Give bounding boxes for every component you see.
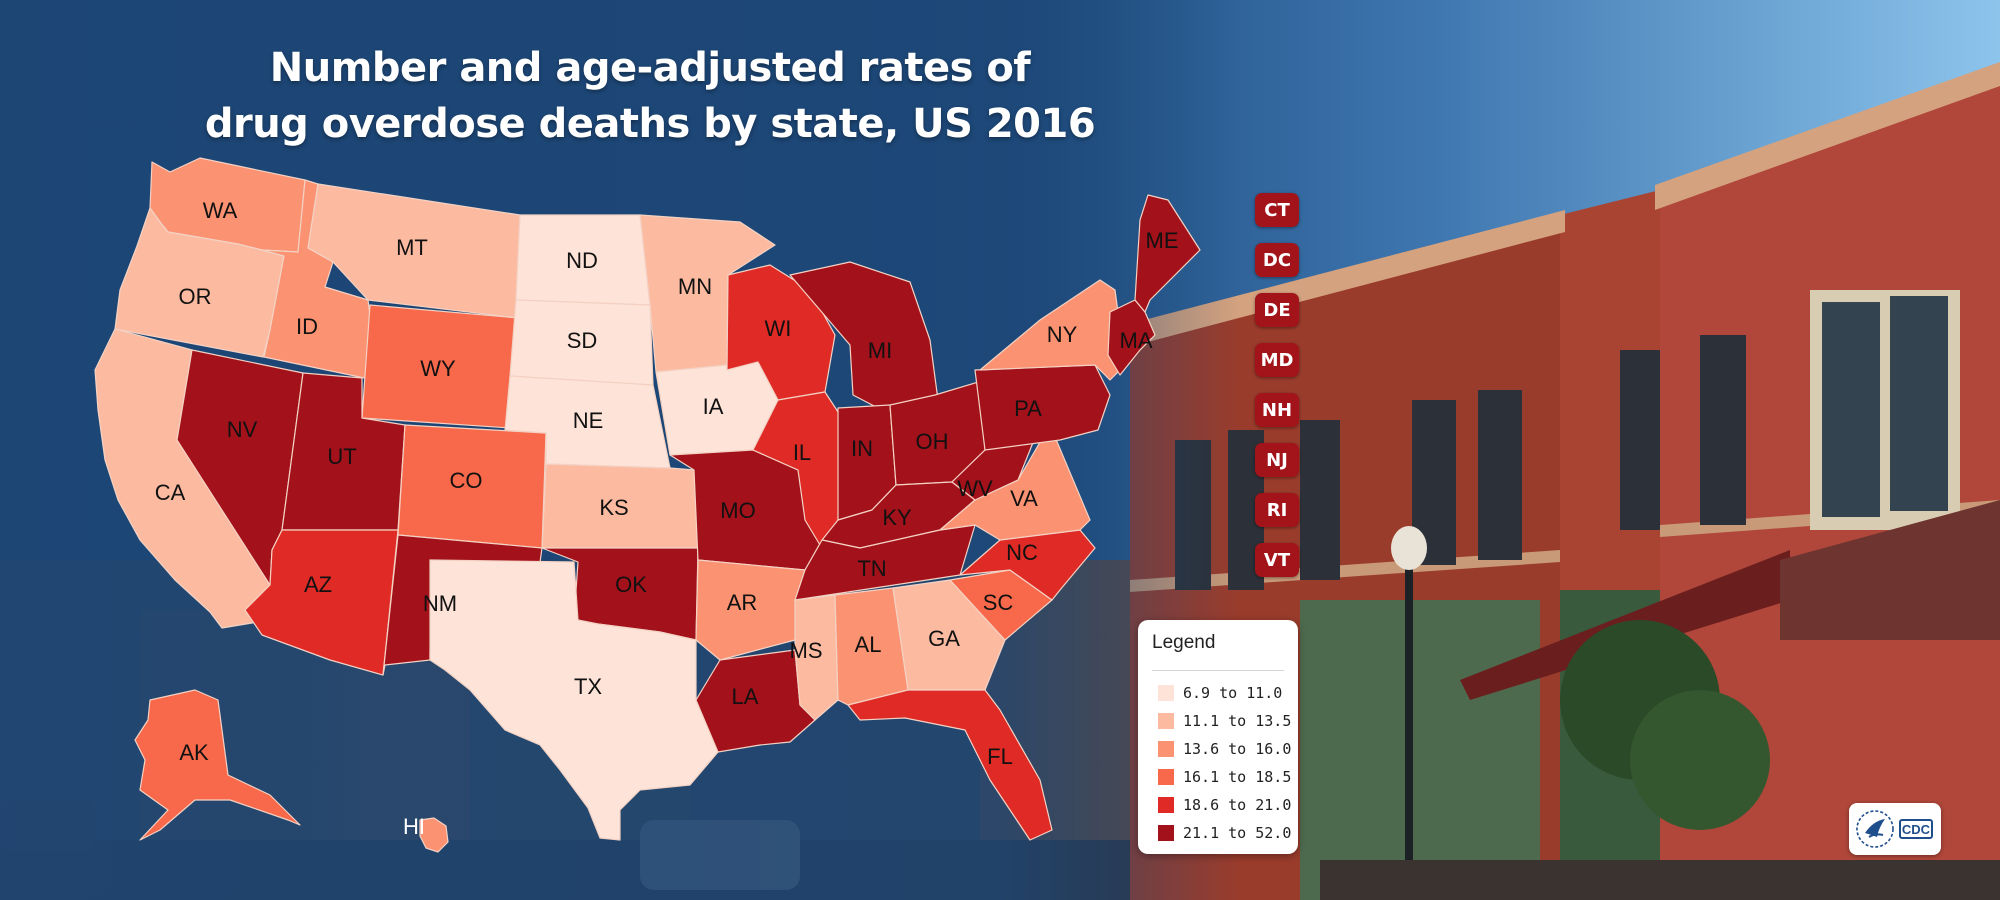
- state-label-HI: HI: [403, 814, 425, 839]
- state-label-CO: CO: [450, 468, 483, 493]
- state-label-WY: WY: [420, 356, 456, 381]
- state-label-NC: NC: [1006, 540, 1038, 565]
- state-FL: [847, 689, 1053, 841]
- state-label-AR: AR: [727, 590, 758, 615]
- state-label-ME: ME: [1146, 228, 1179, 253]
- state-label-IN: IN: [851, 436, 873, 461]
- map-title-line-1: Number and age-adjusted rates of: [269, 45, 1031, 91]
- legend-label: 11.1 to 13.5: [1183, 712, 1292, 730]
- state-label-MI: MI: [868, 338, 892, 363]
- legend-item: 11.1 to 13.5: [1158, 710, 1291, 732]
- state-label-FL: FL: [987, 744, 1013, 769]
- legend-title: Legend: [1152, 632, 1216, 653]
- state-labels: WA OR CA NV ID MT WY UT AZ CO NM ND SD N…: [155, 198, 1179, 839]
- state-label-ID: ID: [296, 314, 318, 339]
- state-label-TN: TN: [857, 556, 886, 581]
- state-AR: [695, 559, 806, 661]
- badge-de: DE: [1255, 293, 1299, 327]
- state-label-WA: WA: [203, 198, 238, 223]
- legend-item: 13.6 to 16.0: [1158, 738, 1291, 760]
- state-label-OR: OR: [179, 284, 212, 309]
- badge-nj: NJ: [1255, 443, 1299, 477]
- state-label-OH: OH: [916, 429, 949, 454]
- state-label-UT: UT: [327, 444, 356, 469]
- state-label-ND: ND: [566, 248, 598, 273]
- legend-label: 16.1 to 18.5: [1183, 768, 1292, 786]
- legend-label: 6.9 to 11.0: [1183, 684, 1283, 702]
- state-label-NY: NY: [1047, 322, 1078, 347]
- legend: Legend 6.9 to 11.0 11.1 to 13.5 13.6 to 16…: [1138, 620, 1298, 854]
- state-label-AL: AL: [855, 632, 882, 657]
- state-label-NV: NV: [227, 417, 258, 442]
- state-label-AK: AK: [179, 740, 209, 765]
- hhs-eagle-icon: [1856, 810, 1894, 848]
- state-label-LA: LA: [732, 684, 759, 709]
- badge-dc: DC: [1255, 243, 1299, 277]
- map-title-line-2: drug overdose deaths by state, US 2016: [204, 101, 1096, 147]
- state-label-GA: GA: [928, 626, 960, 651]
- state-label-KS: KS: [599, 495, 628, 520]
- state-GA: [892, 579, 1006, 691]
- legend-item: 6.9 to 11.0: [1158, 682, 1282, 704]
- state-label-KY: KY: [882, 505, 912, 530]
- state-shapes: [94, 157, 1201, 853]
- cdc-logo: CDC: [1849, 803, 1941, 855]
- state-label-NE: NE: [573, 408, 604, 433]
- state-label-IA: IA: [703, 394, 724, 419]
- legend-item: 21.1 to 52.0: [1158, 822, 1291, 844]
- map-title: Number and age-adjusted rates of drug ov…: [200, 40, 1100, 152]
- state-AK: [134, 689, 301, 841]
- state-ME: [1134, 194, 1201, 313]
- state-label-CA: CA: [155, 480, 186, 505]
- state-label-SC: SC: [983, 590, 1014, 615]
- legend-label: 21.1 to 52.0: [1183, 824, 1292, 842]
- state-label-WV: WV: [957, 476, 993, 501]
- legend-label: 13.6 to 16.0: [1183, 740, 1292, 758]
- state-label-MS: MS: [790, 638, 823, 663]
- state-label-PA: PA: [1014, 396, 1042, 421]
- badge-nh: NH: [1255, 393, 1299, 427]
- state-label-MN: MN: [678, 274, 712, 299]
- state-label-NM: NM: [423, 591, 457, 616]
- legend-swatch: [1158, 769, 1174, 785]
- state-label-VA: VA: [1010, 486, 1038, 511]
- legend-swatch: [1158, 713, 1174, 729]
- legend-label: 18.6 to 21.0: [1183, 796, 1292, 814]
- legend-divider: [1152, 670, 1284, 671]
- state-label-WI: WI: [765, 316, 792, 341]
- badge-ct: CT: [1255, 193, 1299, 227]
- state-TX: [429, 559, 719, 841]
- state-label-IL: IL: [793, 440, 811, 465]
- state-label-SD: SD: [567, 328, 598, 353]
- state-label-TX: TX: [574, 674, 602, 699]
- state-label-MO: MO: [720, 498, 755, 523]
- badge-md: MD: [1255, 343, 1299, 377]
- legend-swatch: [1158, 741, 1174, 757]
- legend-item: 18.6 to 21.0: [1158, 794, 1291, 816]
- badge-ri: RI: [1255, 493, 1299, 527]
- state-NY: [979, 279, 1126, 381]
- state-label-AZ: AZ: [304, 572, 332, 597]
- legend-swatch: [1158, 685, 1174, 701]
- badge-vt: VT: [1255, 543, 1299, 577]
- state-label-OK: OK: [615, 572, 647, 597]
- state-HI: [419, 817, 449, 853]
- legend-swatch: [1158, 797, 1174, 813]
- state-label-MA: MA: [1120, 328, 1153, 353]
- cdc-logo-text: CDC: [1899, 819, 1933, 839]
- legend-item: 16.1 to 18.5: [1158, 766, 1291, 788]
- legend-swatch: [1158, 825, 1174, 841]
- state-label-MT: MT: [396, 235, 428, 260]
